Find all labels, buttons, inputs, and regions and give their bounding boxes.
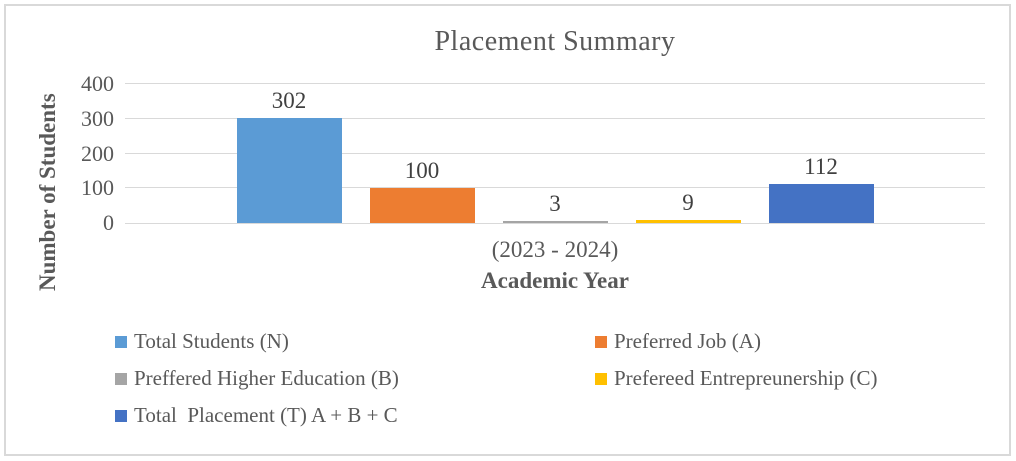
legend-marker-icon (595, 372, 607, 385)
gridline (125, 83, 985, 84)
legend-marker-icon (115, 372, 127, 385)
legend: Total Students (N) Preferred Job (A) Preff… (115, 328, 878, 429)
y-tick-label: 400 (81, 71, 114, 96)
bar (635, 219, 741, 223)
legend-item: Total Students (N) (115, 328, 595, 355)
gridline (125, 117, 985, 119)
legend-label: Total Students (N) (134, 329, 289, 353)
y-tick-label: 100 (81, 175, 114, 201)
bar-data-label: 100 (404, 158, 440, 184)
bar-data-label: 302 (271, 88, 307, 114)
y-tick-label: 0 (103, 210, 114, 235)
y-tick-label: 300 (81, 105, 114, 131)
legend-marker-icon (115, 409, 127, 422)
chart-border (4, 4, 1011, 456)
bar (236, 118, 342, 223)
bar-group: 3 (502, 191, 608, 223)
gridline (125, 187, 985, 189)
gridline (125, 152, 985, 154)
plot-area: 302 100 3 9 112 (125, 83, 985, 224)
legend-marker-icon (595, 335, 607, 348)
legend-item: Prefereed Entrepreunership (C) (595, 365, 878, 392)
legend-label: Preffered Higher Education (B) (134, 366, 399, 390)
legend-item: Preferred Job (A) (595, 328, 878, 355)
legend-item: Total Placement (T) A + B + C (115, 402, 595, 429)
bar (768, 184, 874, 223)
bar-group: 112 (768, 154, 874, 223)
y-tick-label: 200 (81, 140, 114, 166)
legend-label: Total Placement (T) A + B + C (134, 403, 398, 427)
bar-data-label: 9 (682, 189, 694, 215)
x-axis-category-label: (2023 - 2024) (491, 237, 619, 262)
bar (369, 188, 475, 223)
x-axis-line (125, 223, 985, 224)
chart-title: Placement Summary (434, 26, 676, 57)
y-axis-ticks: 0 100 200 300 400 (0, 73, 114, 234)
legend-label: Prefereed Entrepreunership (C) (614, 366, 878, 390)
bar-group: 302 (236, 88, 342, 223)
legend-marker-icon (115, 335, 127, 348)
bar (502, 221, 608, 223)
legend-item: Preffered Higher Education (B) (115, 365, 595, 392)
bar-group: 100 (369, 158, 475, 223)
bar-data-label: 112 (804, 154, 838, 180)
bar-group: 9 (635, 189, 741, 223)
bar-data-label: 3 (549, 191, 561, 216)
x-axis-title: Academic Year (481, 268, 629, 293)
bars: 302 100 3 9 112 (125, 84, 985, 223)
legend-label: Preferred Job (A) (614, 329, 761, 353)
